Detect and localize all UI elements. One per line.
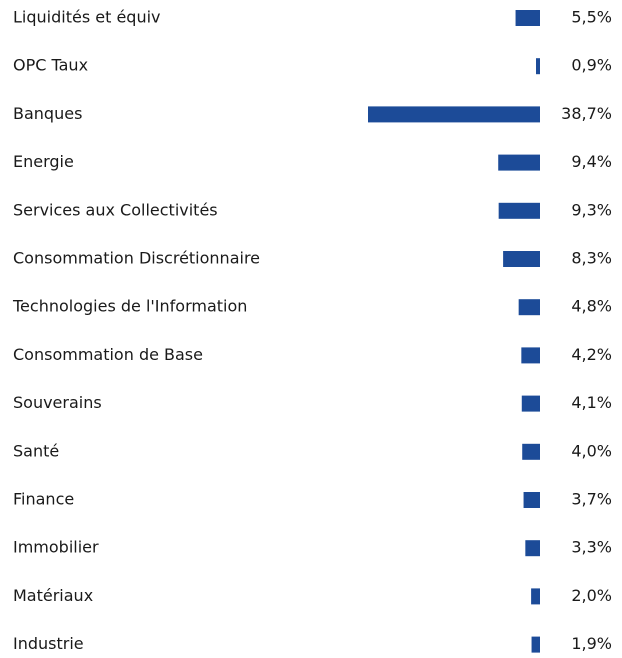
bar: [531, 588, 540, 605]
value-label: 3,7%: [571, 490, 612, 509]
bar: [515, 10, 540, 26]
value-label: 9,4%: [571, 152, 612, 171]
value-label: 4,0%: [571, 441, 612, 460]
bar: [525, 540, 540, 557]
bar: [536, 58, 540, 75]
value-label: 9,3%: [571, 200, 612, 219]
category-label: Matériaux: [13, 586, 93, 605]
bar: [521, 347, 540, 364]
category-label: Santé: [13, 441, 59, 460]
value-label: 4,1%: [571, 393, 612, 412]
value-label: 0,9%: [571, 56, 612, 75]
value-label: 4,8%: [571, 297, 612, 316]
value-label: 3,3%: [571, 538, 612, 557]
category-label: Energie: [13, 152, 74, 171]
value-label: 2,0%: [571, 586, 612, 605]
value-label: 5,5%: [571, 8, 612, 27]
category-label: Industrie: [13, 634, 84, 653]
bar: [368, 106, 540, 123]
category-label: Souverains: [13, 393, 102, 412]
category-label: Technologies de l'Information: [12, 297, 247, 316]
category-label: Finance: [13, 490, 74, 509]
value-label: 1,9%: [571, 634, 612, 653]
category-label: Immobilier: [13, 538, 99, 557]
category-label: Consommation de Base: [13, 345, 203, 364]
value-label: 4,2%: [571, 345, 612, 364]
category-label: Banques: [13, 104, 82, 123]
value-label: 38,7%: [561, 104, 612, 123]
value-label: 8,3%: [571, 249, 612, 268]
category-label: Consommation Discrétionnaire: [13, 249, 260, 268]
bar: [518, 299, 540, 316]
bar: [531, 636, 540, 653]
bar: [498, 202, 540, 219]
bar: [523, 492, 540, 508]
category-label: OPC Taux: [13, 56, 88, 75]
bar: [522, 443, 540, 460]
bar: [498, 154, 540, 171]
bar: [521, 395, 540, 412]
bar: [503, 251, 540, 267]
category-label: Liquidités et équiv: [13, 8, 161, 27]
category-label: Services aux Collectivités: [13, 200, 218, 219]
